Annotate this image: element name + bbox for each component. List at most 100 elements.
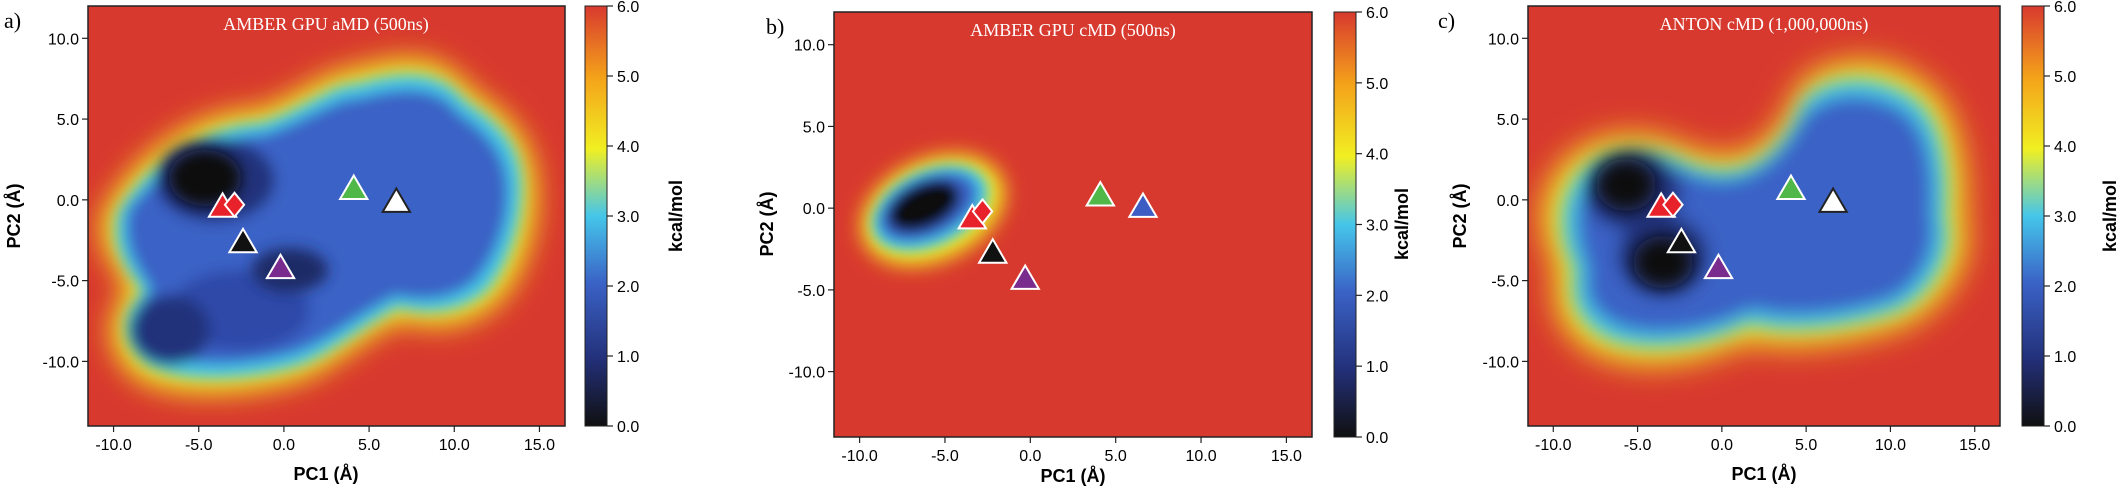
chart-title: AMBER GPU aMD (500ns) bbox=[223, 14, 429, 35]
triangle-marker bbox=[1009, 263, 1041, 290]
colorbar-tick-label: 1.0 bbox=[2054, 349, 2076, 366]
triangle-marker bbox=[1775, 173, 1807, 200]
y-tick-label: -10.0 bbox=[43, 354, 80, 371]
colorbar-tick-label: 6.0 bbox=[2054, 0, 2076, 16]
triangle-marker bbox=[227, 226, 259, 254]
colorbar-tick-label: 3.0 bbox=[617, 209, 639, 226]
panel-c: c) ANTON cMD (1,000,000ns) -10.0 -5.0 0.0 5… bbox=[1418, 0, 2126, 488]
x-tick-label: 5.0 bbox=[1795, 437, 1817, 454]
plot-frame bbox=[87, 5, 566, 427]
colorbar-tick-label: 0.0 bbox=[2054, 419, 2076, 436]
y-tick-label: -5.0 bbox=[1491, 274, 1519, 291]
marker-group bbox=[207, 173, 412, 280]
colorbar-tick-label: 3.0 bbox=[2054, 209, 2076, 226]
triangle-marker bbox=[1703, 252, 1734, 280]
x-tick-label: 15.0 bbox=[1959, 437, 1990, 454]
x-tick-label: 0.0 bbox=[1711, 437, 1733, 454]
x-tick-label: -10.0 bbox=[1535, 437, 1572, 454]
diamond-marker bbox=[971, 197, 994, 226]
colorbar-label: kcal/mol bbox=[2100, 180, 2120, 252]
triangle-marker bbox=[338, 173, 370, 200]
x-tick-label: -5.0 bbox=[185, 437, 213, 454]
colorbar-tick-label: 4.0 bbox=[617, 139, 639, 156]
triangle-marker bbox=[380, 186, 412, 213]
x-axis-label: PC1 (Å) bbox=[1731, 464, 1796, 484]
colorbar-tick-label: 4.0 bbox=[2054, 139, 2076, 156]
colorbar-label: kcal/mol bbox=[666, 180, 686, 252]
colorbar-tick-label: 5.0 bbox=[2054, 69, 2076, 86]
y-tick-label: 0.0 bbox=[803, 201, 825, 218]
panel-label: c) bbox=[1438, 8, 1455, 33]
x-tick-label: 10.0 bbox=[1875, 437, 1906, 454]
triangle-marker bbox=[1817, 186, 1849, 213]
colorbar bbox=[2021, 5, 2045, 427]
x-tick-label: 0.0 bbox=[273, 437, 295, 454]
chart-b-svg: b) AMBER GPU cMD (500ns) -10.0 -5.0 0.0 5.0… bbox=[757, 5, 1412, 486]
plot-frame bbox=[1527, 5, 2001, 427]
y-tick-label: -10.0 bbox=[789, 365, 826, 382]
y-tick-label: 5.0 bbox=[803, 119, 825, 136]
y-tick-label: -5.0 bbox=[797, 283, 825, 300]
x-tick-label: 5.0 bbox=[358, 437, 380, 454]
colorbar-label: kcal/mol bbox=[1392, 188, 1412, 260]
colorbar-tick-label: 2.0 bbox=[2054, 279, 2076, 296]
panel-b: b) AMBER GPU cMD (500ns) -10.0 -5.0 0.0 5.0… bbox=[708, 0, 1418, 488]
colorbar-tick-label: 5.0 bbox=[1366, 76, 1388, 93]
y-axis: 10.0 5.0 0.0 -5.0 -10.0 bbox=[43, 31, 88, 371]
triangle-marker bbox=[265, 252, 296, 280]
y-axis-label: PC2 (Å) bbox=[1450, 183, 1470, 248]
colorbar-tick-label: 2.0 bbox=[1366, 288, 1388, 305]
chart-title: ANTON cMD (1,000,000ns) bbox=[1660, 14, 1869, 35]
triangle-marker bbox=[1127, 191, 1159, 218]
triangle-marker bbox=[1084, 180, 1116, 207]
x-tick-label: 10.0 bbox=[1185, 448, 1216, 465]
colorbar-tick-label: 3.0 bbox=[1366, 218, 1388, 235]
diamond-marker bbox=[223, 191, 246, 219]
colorbar-tick-label: 1.0 bbox=[1366, 359, 1388, 376]
y-axis-label: PC2 (Å) bbox=[4, 183, 24, 248]
energy-landscape bbox=[861, 154, 1005, 266]
x-tick-label: 10.0 bbox=[439, 437, 470, 454]
colorbar bbox=[584, 5, 608, 427]
x-tick-label: -10.0 bbox=[95, 437, 132, 454]
colorbar bbox=[1333, 11, 1357, 438]
chart-title: AMBER GPU cMD (500ns) bbox=[970, 20, 1176, 41]
y-tick-label: 10.0 bbox=[794, 38, 825, 55]
y-tick-label: 0.0 bbox=[57, 193, 79, 210]
plot-frame bbox=[833, 11, 1313, 438]
y-tick-label: 10.0 bbox=[48, 31, 79, 48]
colorbar-ticks: 0.0 1.0 2.0 3.0 4.0 5.0 6.0 bbox=[1356, 5, 1388, 447]
x-tick-label: 15.0 bbox=[1271, 448, 1302, 465]
colorbar-ticks: 0.0 1.0 2.0 3.0 4.0 5.0 6.0 bbox=[607, 0, 639, 436]
panel-label: a) bbox=[4, 8, 21, 33]
triangle-marker bbox=[977, 237, 1009, 264]
x-tick-label: 0.0 bbox=[1019, 448, 1041, 465]
x-tick-label: -5.0 bbox=[1624, 437, 1652, 454]
panel-a: a) AMBER GPU aMD (500ns) -10.0 -5.0 0.0 5.0… bbox=[0, 0, 708, 488]
colorbar-tick-label: 5.0 bbox=[617, 69, 639, 86]
x-axis: -10.0 -5.0 0.0 5.0 10.0 15.0 bbox=[1535, 426, 1990, 454]
x-tick-label: 15.0 bbox=[524, 437, 555, 454]
y-tick-label: 0.0 bbox=[1497, 193, 1519, 210]
colorbar-tick-label: 6.0 bbox=[1366, 5, 1388, 22]
x-axis-label: PC1 (Å) bbox=[293, 464, 358, 484]
chart-a-svg: a) AMBER GPU aMD (500ns) -10.0 -5.0 0.0 5.0… bbox=[4, 0, 686, 484]
colorbar-tick-label: 2.0 bbox=[617, 279, 639, 296]
x-axis: -10.0 -5.0 0.0 5.0 10.0 15.0 bbox=[841, 437, 1302, 465]
colorbar-tick-label: 1.0 bbox=[617, 349, 639, 366]
x-axis-label: PC1 (Å) bbox=[1040, 466, 1105, 486]
energy-landscape bbox=[101, 58, 536, 394]
y-tick-label: 5.0 bbox=[1497, 112, 1519, 129]
y-tick-label: 5.0 bbox=[57, 112, 79, 129]
y-axis: 10.0 5.0 0.0 -5.0 -10.0 bbox=[1483, 31, 1528, 371]
colorbar-ticks: 0.0 1.0 2.0 3.0 4.0 5.0 6.0 bbox=[2044, 0, 2076, 436]
colorbar-tick-label: 4.0 bbox=[1366, 147, 1388, 164]
marker-group bbox=[1645, 173, 1849, 280]
y-axis-label: PC2 (Å) bbox=[757, 191, 777, 256]
x-tick-label: -10.0 bbox=[841, 448, 878, 465]
colorbar-tick-label: 0.0 bbox=[1366, 430, 1388, 447]
y-tick-label: -10.0 bbox=[1483, 354, 1520, 371]
marker-group bbox=[956, 180, 1159, 290]
x-axis: -10.0 -5.0 0.0 5.0 10.0 15.0 bbox=[95, 426, 555, 454]
y-axis: 10.0 5.0 0.0 -5.0 -10.0 bbox=[789, 38, 834, 382]
